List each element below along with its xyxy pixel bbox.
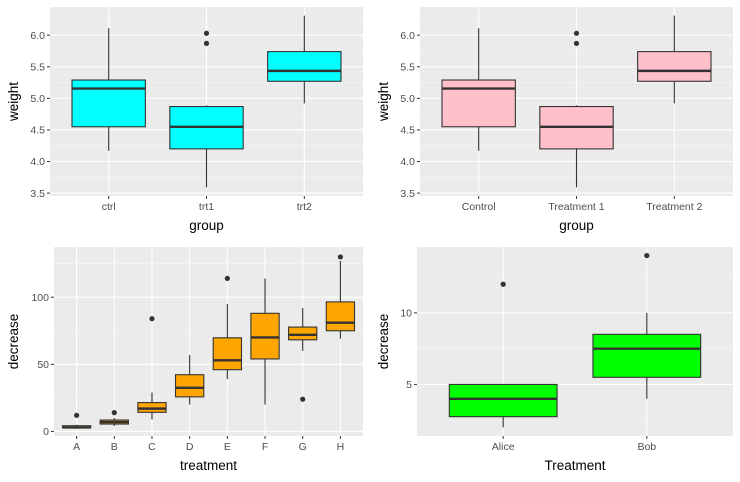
box-d: [174, 354, 205, 405]
box-c: [137, 316, 167, 420]
box-alice: [448, 281, 558, 428]
x-tick-label: trt2: [297, 201, 312, 213]
y-axis-title: weight: [376, 82, 391, 122]
box-iqr: [250, 312, 280, 360]
box-iqr: [267, 51, 342, 82]
outlier-point: [224, 275, 230, 282]
box-iqr: [212, 337, 243, 371]
y-tick-label: 3.5: [30, 188, 45, 200]
outlier-point: [644, 252, 650, 259]
x-tick-label: A: [73, 441, 80, 453]
y-tick-label: 5.0: [30, 93, 45, 105]
box-e: [212, 275, 243, 380]
y-tick-label: 4.0: [400, 156, 415, 168]
box-iqr: [637, 51, 712, 82]
chart-panel-top-left: 3.5 4.0 4.5 5.0 5.5 6.0 ctrl trt1 trt2 group weigh…: [6, 7, 363, 233]
box-g: [288, 307, 318, 402]
x-tick-label: C: [148, 441, 156, 453]
outlier-point: [573, 40, 580, 46]
x-tick-label: E: [224, 441, 231, 453]
x-axis-title: Treatment: [544, 458, 605, 473]
box-iqr: [174, 374, 205, 398]
x-tick-label: F: [262, 441, 268, 453]
box-b: [99, 410, 129, 427]
panel-background: [54, 247, 363, 436]
box-iqr: [592, 333, 702, 378]
x-tick-label: G: [299, 441, 307, 453]
chart-panel-top-right: 3.5 4.0 4.5 5.0 5.5 6.0 Control Treatment 1 Trea…: [376, 7, 733, 233]
box-f: [250, 278, 280, 405]
outlier-point: [500, 281, 506, 287]
y-tick-label: 4.5: [400, 125, 415, 137]
x-tick-label: Control: [462, 201, 496, 213]
outlier-point: [149, 316, 155, 322]
y-tick-label: 10: [400, 308, 412, 320]
chart-panel-bottom-right: 5 10 Alice Bob Treatment decrease: [376, 247, 733, 473]
box-control: [441, 28, 516, 151]
y-tick-label: 4.5: [30, 125, 45, 137]
box-iqr: [71, 79, 146, 128]
y-axis-title: weight: [6, 82, 21, 122]
outlier-point: [337, 254, 343, 260]
box-iqr: [448, 383, 558, 418]
y-axis-title: decrease: [6, 314, 21, 370]
x-axis-title: treatment: [180, 458, 237, 473]
x-tick-label: Treatment 1: [548, 201, 604, 213]
x-tick-label: trt1: [199, 201, 214, 213]
box-trt2: [267, 15, 342, 104]
x-tick-label: ctrl: [102, 201, 116, 213]
y-tick-label: 3.5: [400, 188, 415, 200]
y-tick-label: 100: [31, 292, 49, 304]
outlier-point: [74, 412, 80, 418]
y-tick-label: 50: [37, 359, 49, 371]
box-h: [325, 254, 356, 339]
y-tick-label: 0: [43, 426, 49, 438]
outlier-point: [203, 30, 210, 36]
box-treatment-2: [637, 15, 712, 104]
box-a: [61, 412, 92, 429]
box-iqr: [325, 301, 356, 332]
outlier-point: [203, 40, 210, 46]
x-tick-label: B: [111, 441, 118, 453]
x-tick-label: Treatment 2: [646, 201, 702, 213]
box-bob: [592, 252, 702, 399]
y-tick-label: 5: [406, 379, 412, 391]
y-tick-label: 6.0: [400, 30, 415, 42]
y-tick-label: 6.0: [30, 30, 45, 42]
x-tick-label: Bob: [637, 441, 656, 453]
y-tick-label: 4.0: [30, 156, 45, 168]
y-tick-label: 5.0: [400, 93, 415, 105]
outlier-point: [111, 410, 117, 416]
y-tick-label: 5.5: [400, 61, 415, 73]
x-axis-title: group: [189, 218, 224, 233]
box-trt1: [169, 30, 244, 188]
x-tick-label: D: [186, 441, 194, 453]
box-treatment-1: [539, 30, 614, 188]
box-ctrl: [71, 28, 146, 151]
x-axis-title: group: [559, 218, 594, 233]
box-iqr: [288, 326, 318, 341]
outlier-point: [300, 396, 306, 402]
y-tick-label: 5.5: [30, 61, 45, 73]
x-tick-label: H: [337, 441, 345, 453]
x-tick-label: Alice: [492, 441, 515, 453]
y-axis-title: decrease: [376, 314, 391, 370]
box-iqr: [441, 79, 516, 128]
outlier-point: [573, 30, 580, 36]
